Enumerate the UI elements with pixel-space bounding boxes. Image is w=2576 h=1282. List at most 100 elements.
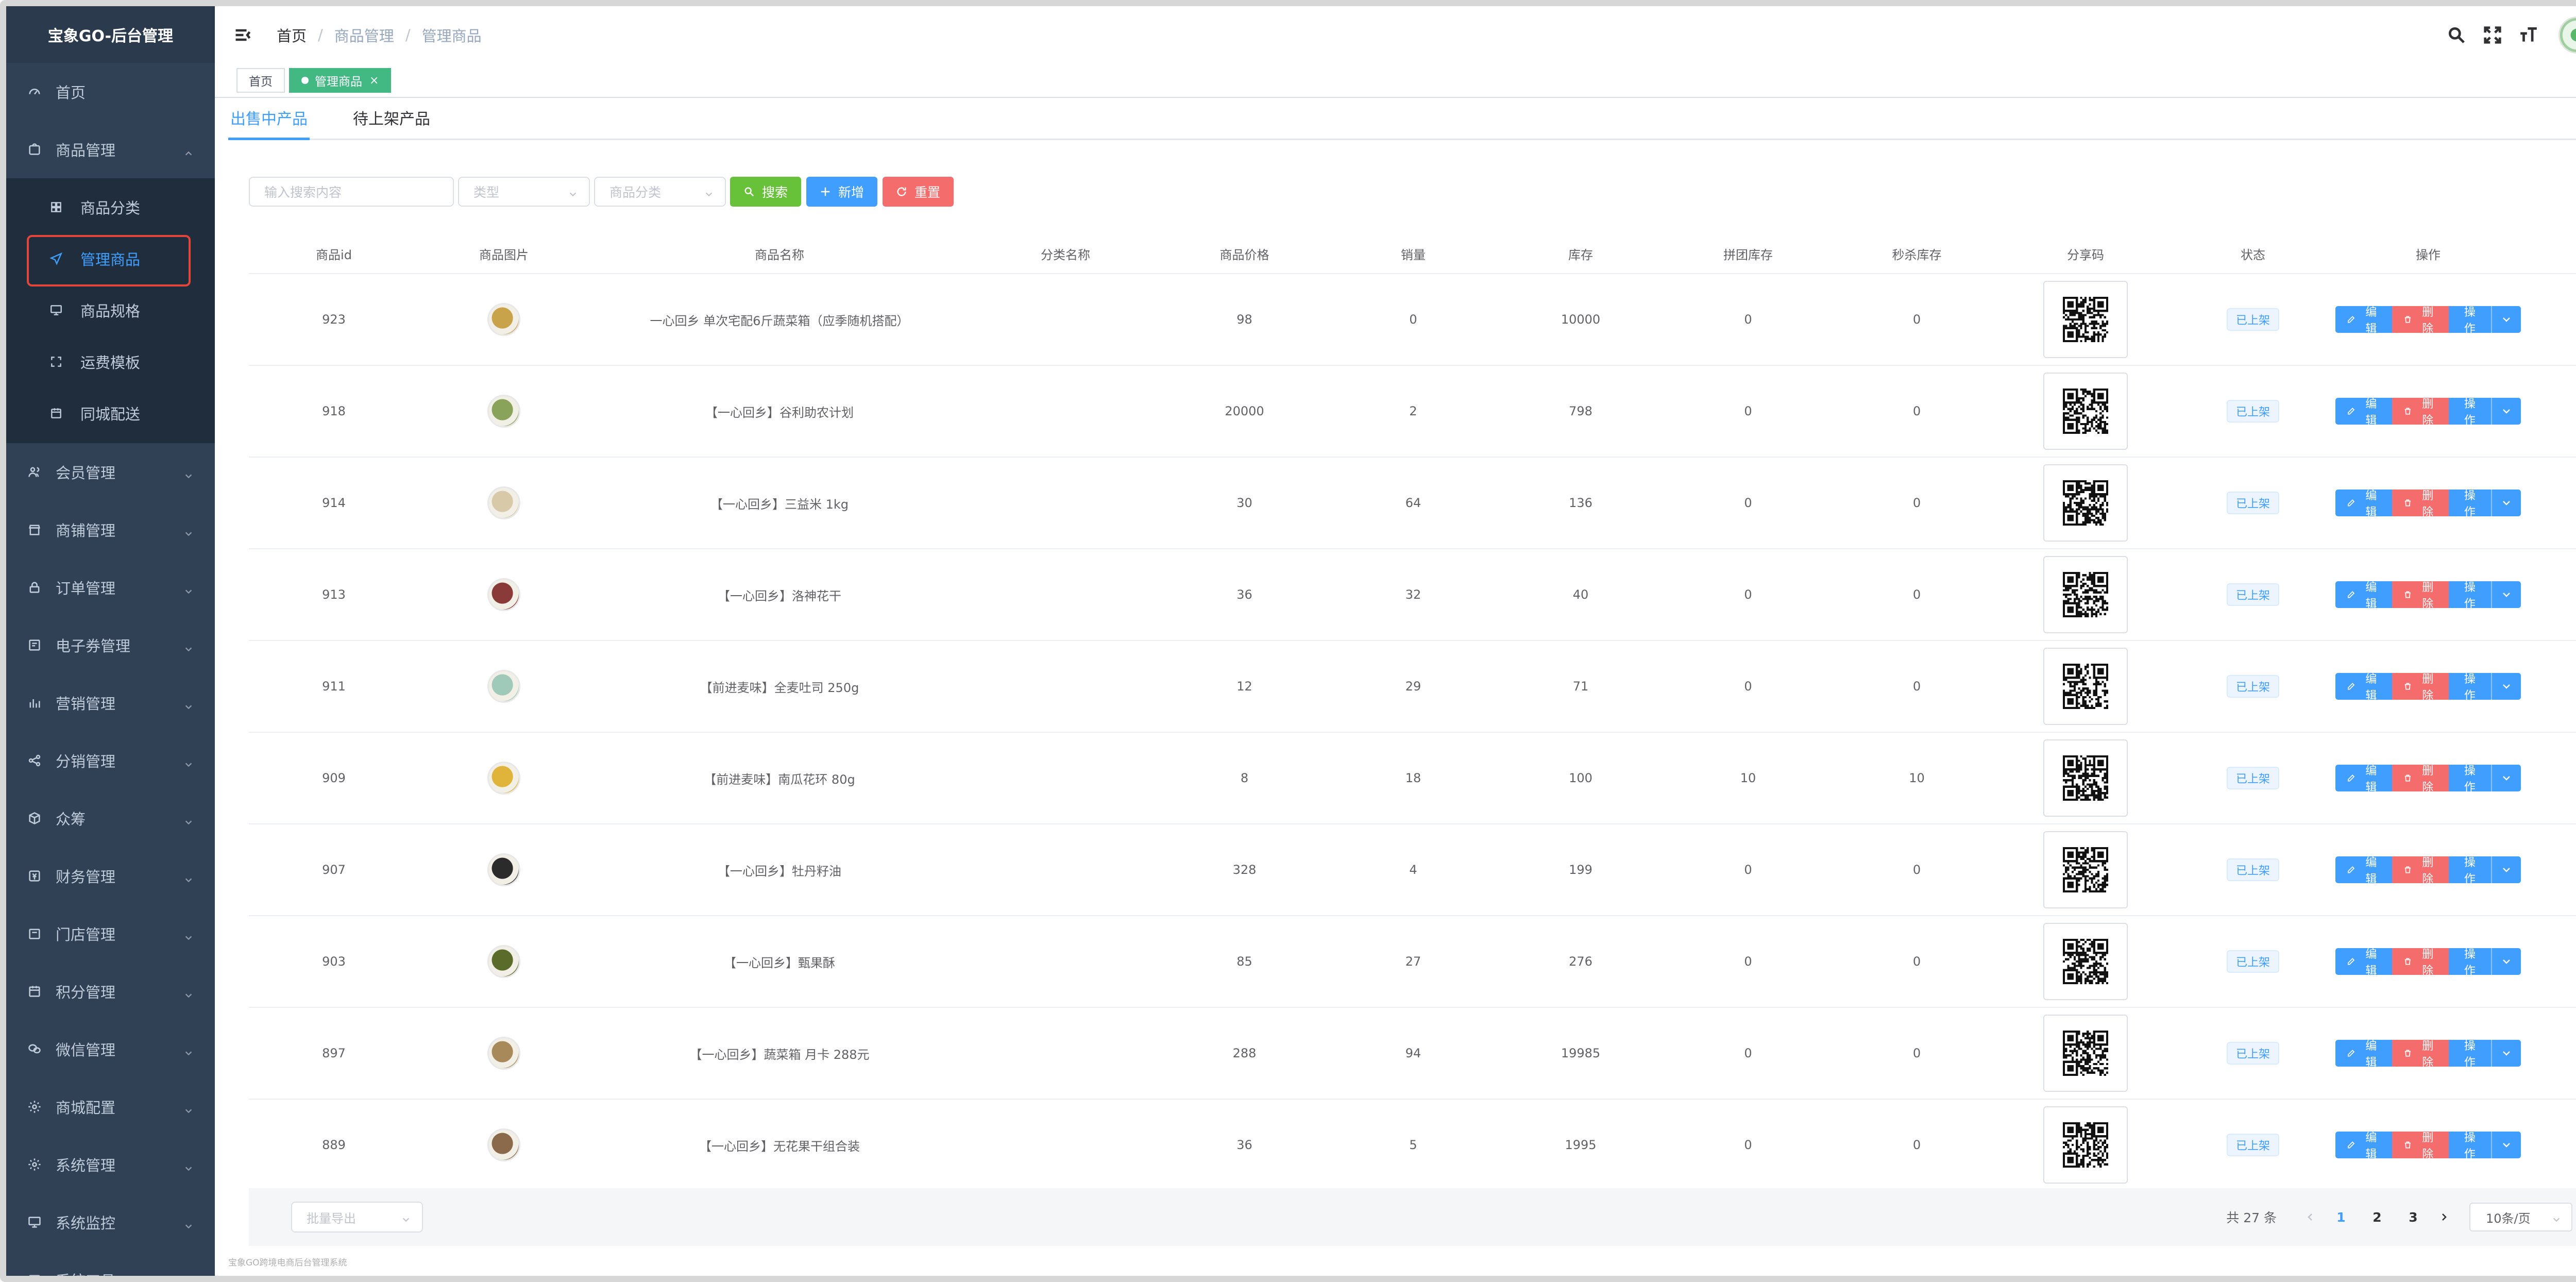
actions-dropdown-button[interactable] [2491, 306, 2521, 333]
more-actions-button[interactable]: 操作 [2448, 1132, 2492, 1161]
more-actions-button[interactable]: 操作 [2448, 306, 2492, 335]
actions-dropdown-button[interactable] [2491, 581, 2521, 608]
delete-button[interactable]: 删除 [2392, 765, 2449, 794]
sidebar-item[interactable]: 分销管理 [6, 732, 215, 789]
product-thumbnail[interactable] [487, 486, 520, 519]
search-button[interactable]: 搜索 [730, 177, 802, 207]
breadcrumb-home[interactable]: 首页 [277, 27, 307, 45]
edit-button[interactable]: 编辑 [2335, 856, 2392, 886]
actions-dropdown-button[interactable] [2491, 1132, 2521, 1158]
sidebar-item[interactable]: 门店管理 [6, 905, 215, 963]
edit-button[interactable]: 编辑 [2335, 1040, 2392, 1069]
sidebar-subitem[interactable]: 运费模板 [6, 336, 215, 387]
sidebar-item[interactable]: 首页 [6, 63, 215, 121]
qr-code[interactable] [2043, 831, 2128, 908]
actions-dropdown-button[interactable] [2491, 398, 2521, 425]
page-size-select[interactable]: 10条/页 [2469, 1203, 2572, 1232]
qr-code[interactable] [2043, 739, 2128, 817]
add-button[interactable]: 新增 [806, 177, 878, 207]
delete-button[interactable]: 删除 [2392, 856, 2449, 886]
delete-button[interactable]: 删除 [2392, 581, 2449, 611]
more-actions-button[interactable]: 操作 [2448, 765, 2492, 794]
product-thumbnail[interactable] [487, 853, 520, 886]
next-page-icon[interactable] [2431, 1204, 2457, 1230]
tab-on-sale[interactable]: 出售中产品 [228, 96, 310, 140]
qr-code[interactable] [2043, 1015, 2128, 1092]
more-actions-button[interactable]: 操作 [2448, 398, 2492, 427]
edit-button[interactable]: 编辑 [2335, 306, 2392, 335]
actions-dropdown-button[interactable] [2491, 490, 2521, 516]
tag-manage-products[interactable]: 管理商品 × [289, 68, 392, 93]
search-input[interactable]: 输入搜索内容 [249, 177, 454, 207]
actions-dropdown-button[interactable] [2491, 673, 2521, 700]
more-actions-button[interactable]: 操作 [2448, 490, 2492, 519]
sidebar-subitem[interactable]: 管理商品 [6, 233, 215, 286]
delete-button[interactable]: 删除 [2392, 1040, 2449, 1069]
sidebar-item[interactable]: 营销管理 [6, 674, 215, 732]
edit-button[interactable]: 编辑 [2335, 398, 2392, 427]
hamburger-icon[interactable] [233, 25, 254, 45]
product-thumbnail[interactable] [487, 1128, 520, 1161]
sidebar-item[interactable]: 订单管理 [6, 559, 215, 616]
sidebar-subitem[interactable]: 同城配送 [6, 387, 215, 439]
bulk-export-select[interactable]: 批量导出 [291, 1202, 423, 1233]
qr-code[interactable] [2043, 556, 2128, 633]
sidebar-subitem[interactable]: 商品规格 [6, 284, 215, 336]
more-actions-button[interactable]: 操作 [2448, 581, 2492, 611]
qr-code[interactable] [2043, 281, 2128, 358]
product-thumbnail[interactable] [487, 395, 520, 428]
product-thumbnail[interactable] [487, 945, 520, 978]
actions-dropdown-button[interactable] [2491, 765, 2521, 791]
product-thumbnail[interactable] [487, 578, 520, 611]
sidebar-item[interactable]: 商城配置 [6, 1078, 215, 1136]
tab-pending[interactable]: 待上架产品 [353, 110, 430, 128]
sidebar-item[interactable]: 积分管理 [6, 963, 215, 1020]
delete-button[interactable]: 删除 [2392, 948, 2449, 977]
actions-dropdown-button[interactable] [2491, 1040, 2521, 1067]
font-size-icon[interactable] [2517, 24, 2540, 46]
search-icon[interactable] [2445, 24, 2468, 46]
app-logo-title[interactable]: 宝象GO-后台管理 [6, 6, 215, 63]
actions-dropdown-button[interactable] [2491, 948, 2521, 975]
sidebar-item[interactable]: 会员管理 [6, 443, 215, 501]
sidebar-item[interactable]: 众筹 [6, 789, 215, 847]
qr-code[interactable] [2043, 923, 2128, 1000]
edit-button[interactable]: 编辑 [2335, 948, 2392, 977]
sidebar-item[interactable]: 财务管理 [6, 847, 215, 905]
sidebar-item[interactable]: 微信管理 [6, 1020, 215, 1078]
delete-button[interactable]: 删除 [2392, 306, 2449, 335]
product-thumbnail[interactable] [487, 762, 520, 795]
tag-home[interactable]: 首页 [236, 68, 285, 93]
page-1[interactable]: 1 [2336, 1209, 2346, 1225]
reset-button[interactable]: 重置 [883, 177, 954, 207]
product-thumbnail[interactable] [487, 670, 520, 703]
qr-code[interactable] [2043, 464, 2128, 542]
edit-button[interactable]: 编辑 [2335, 765, 2392, 794]
more-actions-button[interactable]: 操作 [2448, 1040, 2492, 1069]
qr-code[interactable] [2043, 373, 2128, 450]
fullscreen-icon[interactable] [2481, 24, 2504, 46]
page-3[interactable]: 3 [2409, 1209, 2418, 1225]
category-select[interactable]: 商品分类 [594, 177, 726, 207]
more-actions-button[interactable]: 操作 [2448, 856, 2492, 886]
sidebar-item[interactable]: 商品管理 [6, 121, 215, 178]
close-icon[interactable]: × [369, 74, 379, 87]
qr-code[interactable] [2043, 648, 2128, 725]
delete-button[interactable]: 删除 [2392, 673, 2449, 702]
type-select[interactable]: 类型 [458, 177, 590, 207]
delete-button[interactable]: 删除 [2392, 398, 2449, 427]
sidebar-item[interactable]: 系统工具 [6, 1251, 215, 1276]
sidebar-item[interactable]: 商铺管理 [6, 501, 215, 559]
sidebar-item[interactable]: 电子券管理 [6, 616, 215, 674]
delete-button[interactable]: 删除 [2392, 490, 2449, 519]
prev-page-icon[interactable] [2297, 1204, 2323, 1230]
more-actions-button[interactable]: 操作 [2448, 673, 2492, 702]
product-thumbnail[interactable] [487, 1037, 520, 1070]
sidebar-item[interactable]: 系统监控 [6, 1193, 215, 1251]
sidebar-subitem[interactable]: 商品分类 [6, 181, 215, 233]
qr-code[interactable] [2043, 1106, 2128, 1184]
edit-button[interactable]: 编辑 [2335, 1132, 2392, 1161]
actions-dropdown-button[interactable] [2491, 856, 2521, 883]
delete-button[interactable]: 删除 [2392, 1132, 2449, 1161]
edit-button[interactable]: 编辑 [2335, 581, 2392, 611]
